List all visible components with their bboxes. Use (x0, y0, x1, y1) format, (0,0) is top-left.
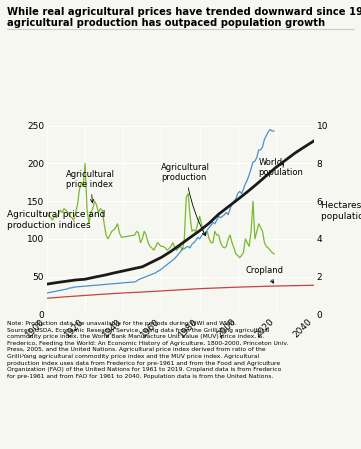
Text: Agricultural
price index: Agricultural price index (66, 170, 115, 203)
Text: Agricultural price and
production indices: Agricultural price and production indice… (7, 210, 106, 230)
Text: Cropland: Cropland (245, 266, 283, 283)
Text: Hectares of cropland,
population (both in billions): Hectares of cropland, population (both i… (321, 201, 361, 221)
Text: agricultural production has outpaced population growth: agricultural production has outpaced pop… (7, 18, 325, 28)
Text: World
population: World population (259, 158, 304, 177)
Text: Note: Production data are unavailable for the periods during WWI and WWII.
Sourc: Note: Production data are unavailable fo… (7, 321, 288, 379)
Text: Agricultural
production: Agricultural production (161, 163, 210, 236)
Text: While real agricultural prices have trended downward since 1900,: While real agricultural prices have tren… (7, 7, 361, 17)
